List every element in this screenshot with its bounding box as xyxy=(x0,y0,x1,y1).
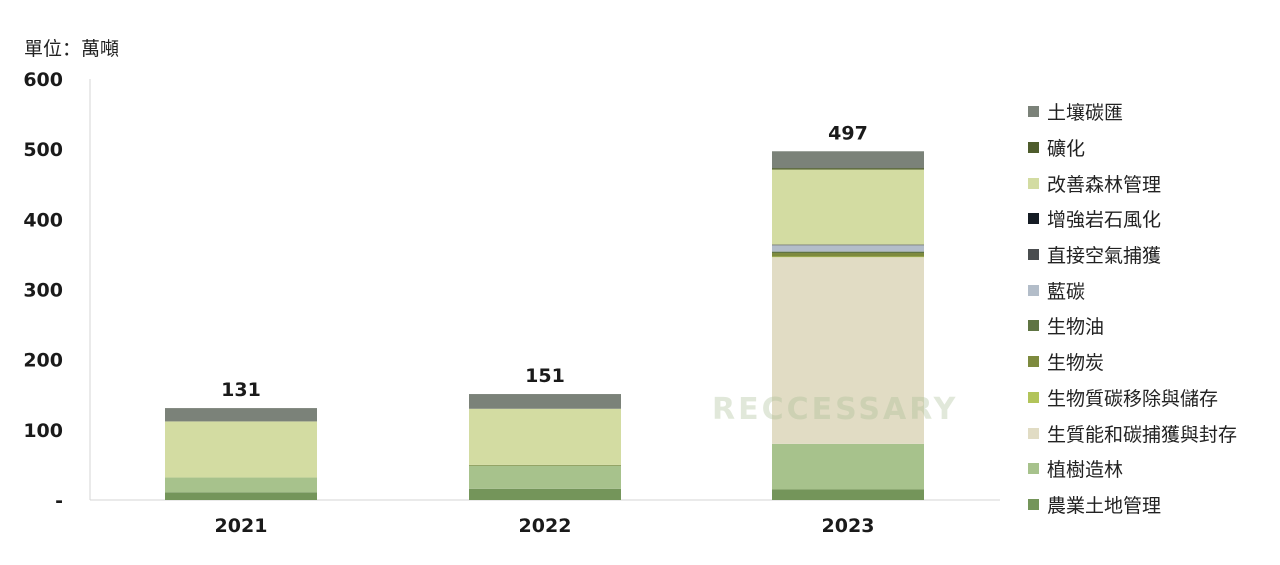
legend-item: 改善森林管理 xyxy=(1028,165,1237,201)
y-tick-label: 300 xyxy=(23,280,63,302)
bar-segment xyxy=(165,408,317,422)
legend-swatch xyxy=(1028,356,1039,368)
y-tick-label: 100 xyxy=(23,420,63,442)
legend-item: 農業土地管理 xyxy=(1028,487,1237,523)
chart-legend: 土壤碳匯礦化改善森林管理 增強岩石風化 直接空氣捕獲 藍碳生物油生物炭生物質碳移除與儲… xyxy=(1028,94,1237,522)
y-tick-label: 600 xyxy=(23,69,63,91)
x-tick-label: 2021 xyxy=(215,515,268,537)
legend-item: 礦化 xyxy=(1028,130,1237,166)
watermark: RECCESSARY xyxy=(712,392,959,427)
bar-segment xyxy=(469,464,621,466)
legend-swatch xyxy=(1028,249,1039,261)
legend-item: 生物質碳移除與儲存 xyxy=(1028,380,1237,416)
total-data-label: 131 xyxy=(221,379,261,401)
legend-label: 改善森林管理 xyxy=(1047,173,1162,196)
legend-label: 農業土地管理 xyxy=(1047,494,1162,517)
bar-segment xyxy=(772,257,924,444)
legend-item: 生質能和碳捕獲與封存 xyxy=(1028,415,1237,451)
legend-swatch xyxy=(1028,463,1039,475)
bar-segment xyxy=(165,421,317,478)
y-tick-label: 200 xyxy=(23,350,63,372)
legend-swatch xyxy=(1028,391,1039,403)
legend-label: 生物炭 xyxy=(1047,352,1105,375)
bar-segment xyxy=(772,168,924,170)
x-tick-label: 2022 xyxy=(519,515,572,537)
bar-segment xyxy=(469,408,621,465)
legend-label: 土壤碳匯 xyxy=(1047,102,1124,125)
y-tick-label: 500 xyxy=(23,139,63,161)
legend-item: 植樹造林 xyxy=(1028,451,1237,487)
legend-item: 生物油 xyxy=(1028,308,1237,344)
legend-label: 礦化 xyxy=(1047,138,1086,161)
bar-segment xyxy=(772,256,924,258)
legend-swatch xyxy=(1028,498,1039,510)
unit-label: 單位：萬噸 xyxy=(24,38,120,60)
legend-item: 生物炭 xyxy=(1028,344,1237,380)
y-tick-label: - xyxy=(55,490,63,512)
legend-swatch xyxy=(1028,427,1039,439)
total-data-label: 497 xyxy=(828,122,868,144)
bar-segment xyxy=(772,244,924,246)
legend-label: 生物質碳移除與儲存 xyxy=(1047,387,1219,410)
bar-segment xyxy=(469,465,621,489)
total-data-label: 151 xyxy=(525,365,565,387)
legend-swatch xyxy=(1028,177,1039,189)
bar-segment xyxy=(165,492,317,500)
bar-segment xyxy=(469,394,621,409)
legend-label: 增強岩石風化 xyxy=(1047,209,1162,232)
legend-item: 增強岩石風化 xyxy=(1028,201,1237,237)
bar-segment xyxy=(772,151,924,169)
bar-segment xyxy=(772,251,924,254)
bar-segment xyxy=(469,488,621,500)
legend-swatch xyxy=(1028,106,1039,118)
bar-segment xyxy=(165,477,317,493)
bar-segment xyxy=(772,489,924,500)
legend-label: 直接空氣捕獲 xyxy=(1047,245,1162,268)
legend-label: 植樹造林 xyxy=(1047,459,1124,482)
legend-item: 土壤碳匯 xyxy=(1028,94,1237,130)
legend-label: 生質能和碳捕獲與封存 xyxy=(1047,423,1238,446)
legend-swatch xyxy=(1028,320,1039,332)
legend-label: 生物油 xyxy=(1047,316,1105,339)
bar-segment xyxy=(772,245,924,252)
legend-swatch xyxy=(1028,142,1039,154)
legend-item: 藍碳 xyxy=(1028,272,1237,308)
legend-label: 藍碳 xyxy=(1047,280,1086,303)
y-tick-label: 400 xyxy=(23,209,63,231)
bar-segment xyxy=(772,169,924,245)
bar-segment xyxy=(772,443,924,490)
legend-swatch xyxy=(1028,213,1039,225)
legend-item: 直接空氣捕獲 xyxy=(1028,237,1237,273)
legend-swatch xyxy=(1028,284,1039,296)
bar-segment xyxy=(772,253,924,257)
x-tick-label: 2023 xyxy=(822,515,875,537)
